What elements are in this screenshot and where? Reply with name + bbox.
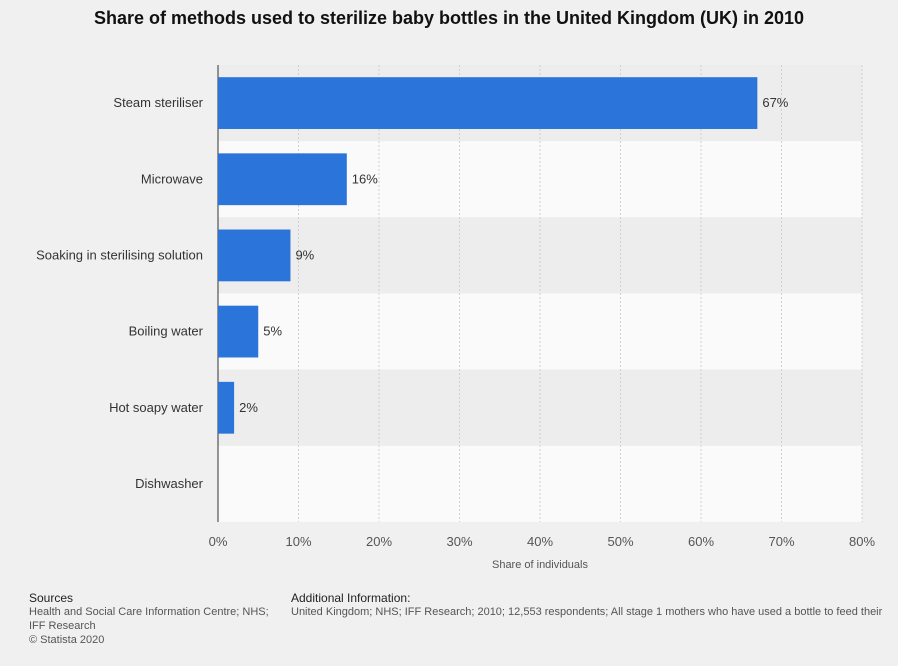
sources-line: IFF Research xyxy=(29,620,96,632)
category-label: Microwave xyxy=(141,171,203,186)
bar-chart: Steam steriliser 67% Microwave 16% Soaking i… xyxy=(36,65,875,571)
bar xyxy=(218,381,235,434)
sources-line: Health and Social Care Information Centr… xyxy=(29,606,269,618)
x-tick-label: 40% xyxy=(527,534,553,549)
category-label: Steam steriliser xyxy=(113,95,203,110)
x-tick-label: 70% xyxy=(768,534,794,549)
data-label: 5% xyxy=(263,324,282,339)
x-tick-label: 30% xyxy=(446,534,472,549)
category-label: Hot soapy water xyxy=(109,400,204,415)
category-label: Boiling water xyxy=(129,324,204,339)
bar xyxy=(218,305,259,358)
x-axis-title: Share of individuals xyxy=(492,559,589,571)
data-label: 2% xyxy=(239,400,258,415)
copyright-line: © Statista 2020 xyxy=(29,634,105,646)
bar xyxy=(218,229,291,282)
data-label: 9% xyxy=(295,247,314,262)
additional-info-heading: Additional Information: xyxy=(291,591,411,605)
x-tick-label: 0% xyxy=(209,534,228,549)
x-tick-label: 20% xyxy=(366,534,392,549)
x-tick-label: 50% xyxy=(607,534,633,549)
data-label: 67% xyxy=(762,95,788,110)
sources-block: Sources Health and Social Care Informati… xyxy=(29,591,279,647)
bar xyxy=(218,153,347,206)
x-tick-label: 60% xyxy=(688,534,714,549)
category-label: Soaking in sterilising solution xyxy=(36,247,203,262)
sources-heading: Sources xyxy=(29,591,74,605)
data-label: 16% xyxy=(352,171,378,186)
additional-info-text: United Kingdom; NHS; IFF Research; 2010;… xyxy=(291,606,883,618)
x-tick-label: 10% xyxy=(285,534,311,549)
bar xyxy=(218,77,758,129)
category-label: Dishwasher xyxy=(135,476,204,491)
x-tick-label: 80% xyxy=(849,534,875,549)
chart-title: Share of methods used to sterilize baby … xyxy=(93,8,805,28)
additional-info-block: Additional Information: United Kingdom; … xyxy=(291,591,898,619)
